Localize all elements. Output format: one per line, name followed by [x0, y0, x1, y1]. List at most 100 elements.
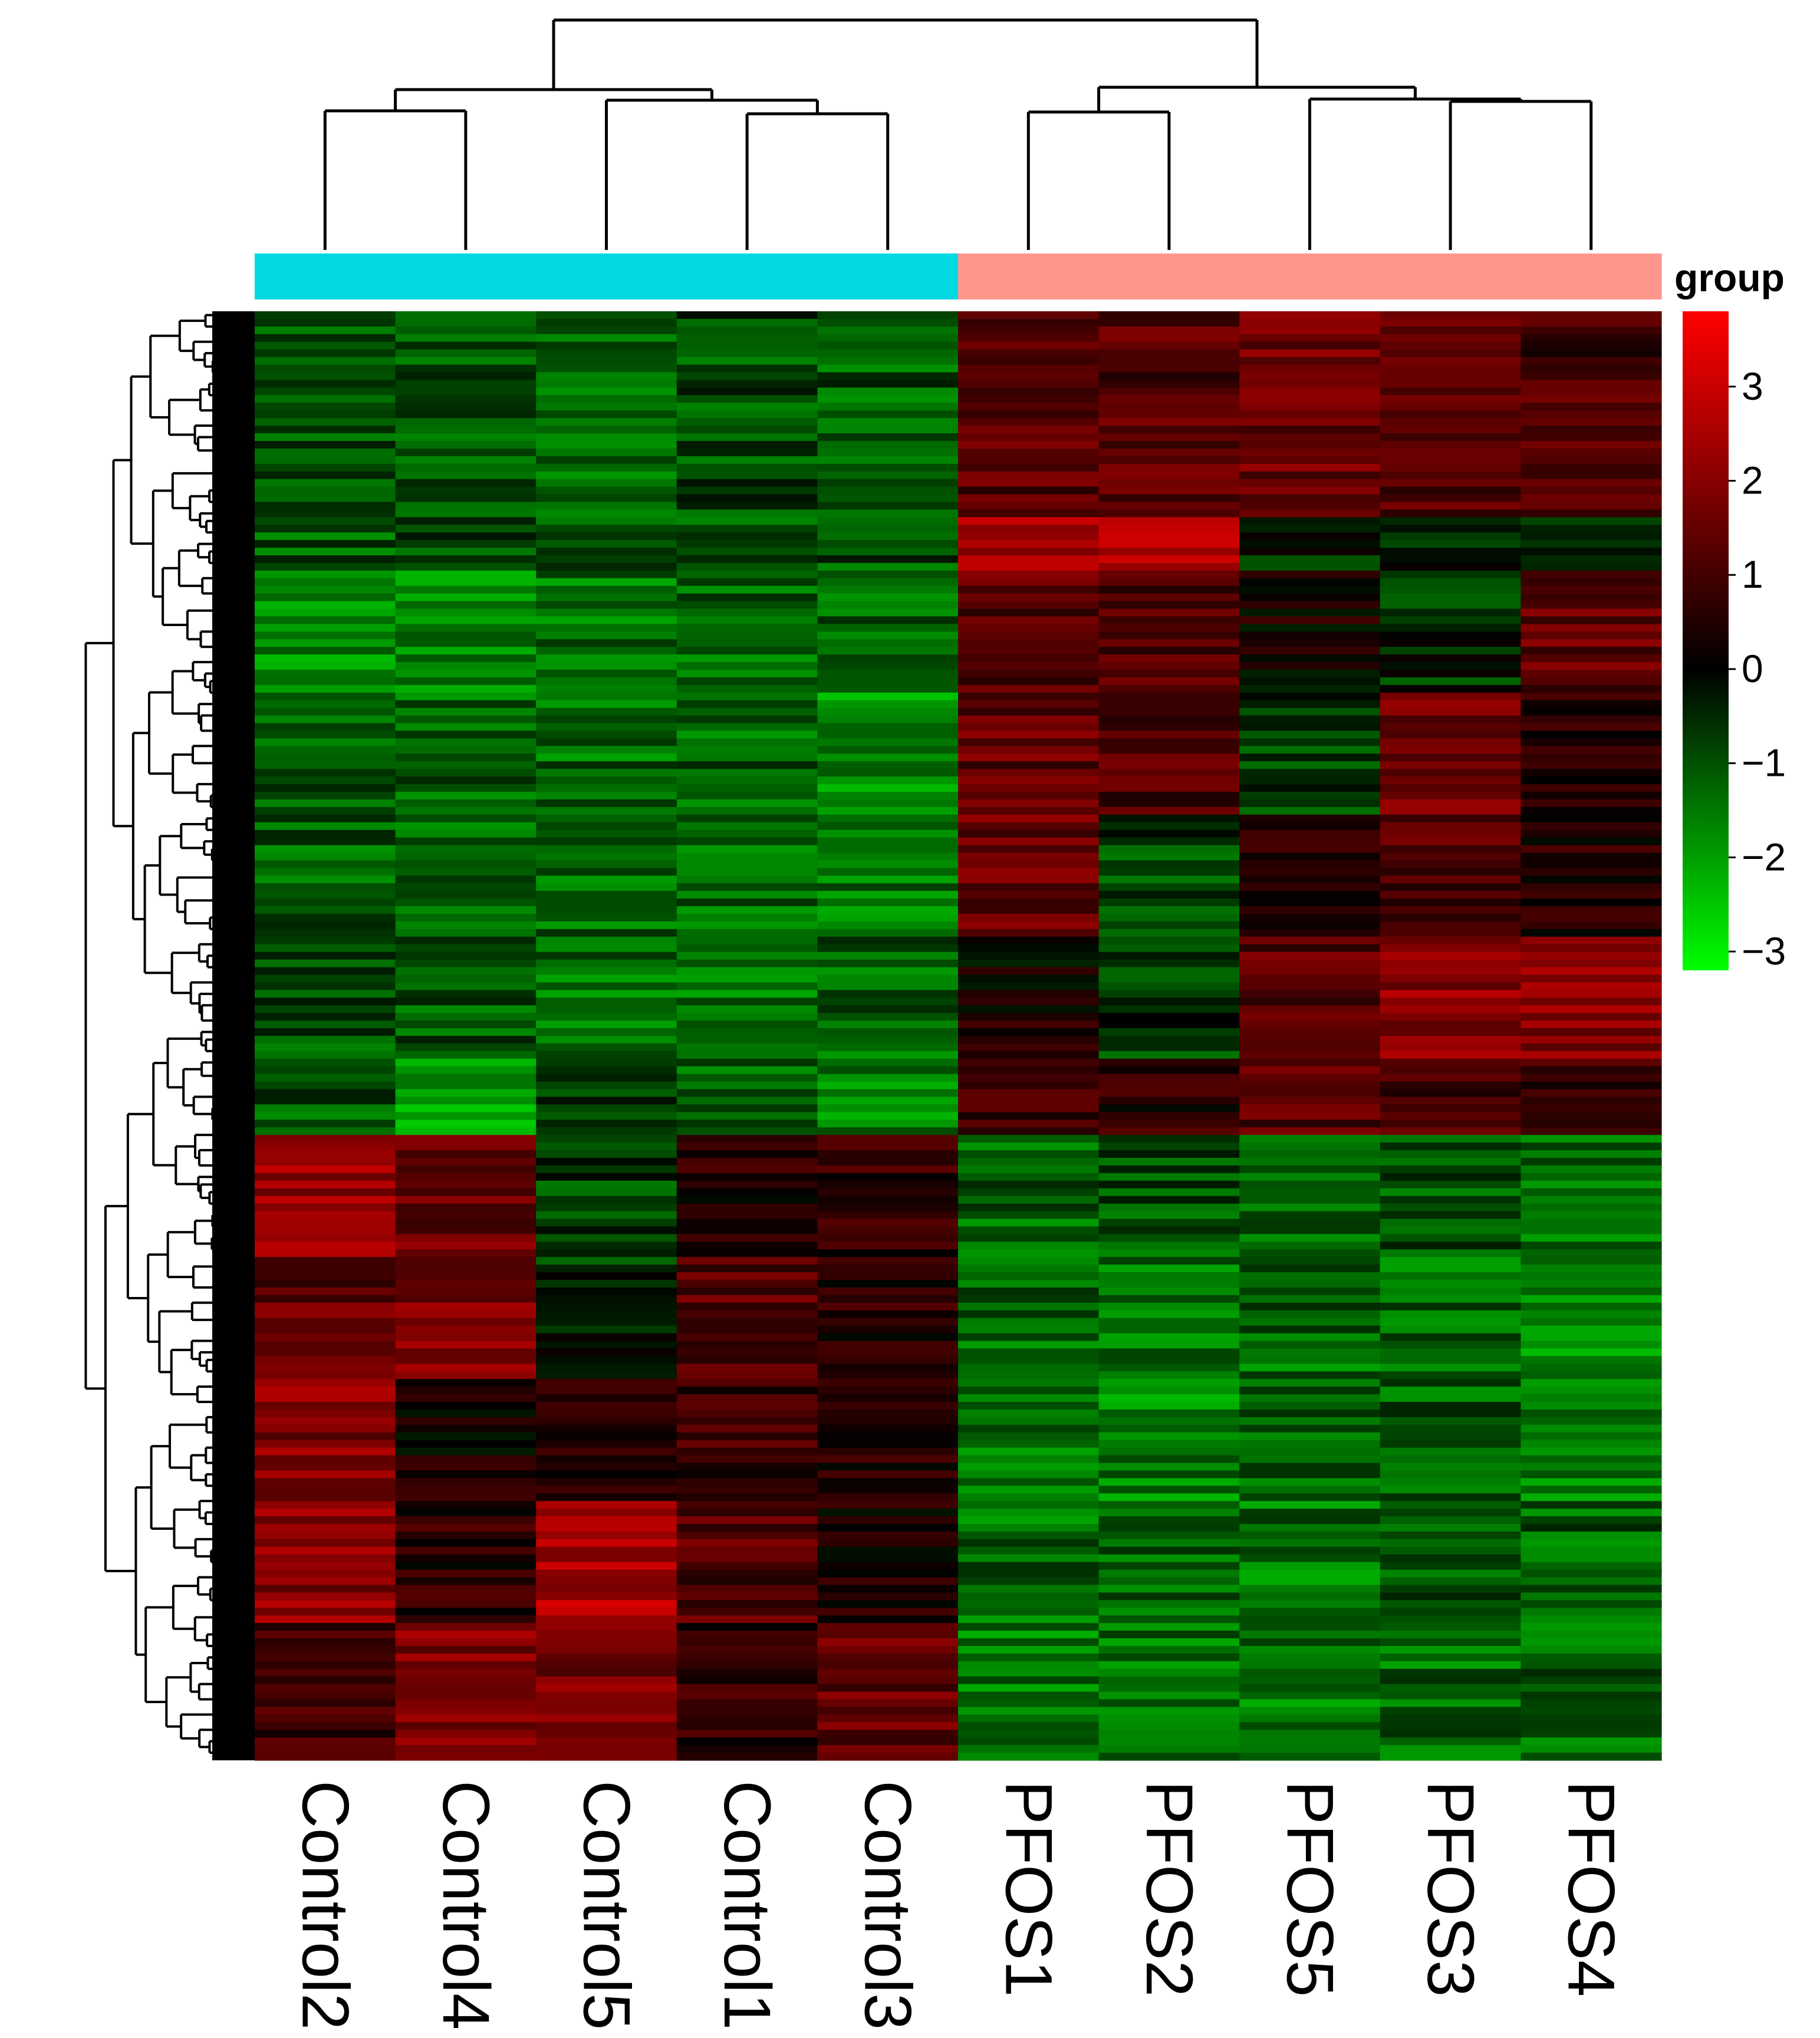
heatmap-cell: [536, 334, 677, 343]
heatmap-cell: [395, 624, 537, 632]
heatmap-cell: [395, 1341, 537, 1349]
heatmap-cell: [1520, 387, 1662, 396]
heatmap-cell: [1098, 540, 1240, 548]
heatmap-cell: [255, 670, 396, 678]
heatmap-cell: [1380, 1455, 1521, 1464]
heatmap-cell: [958, 700, 1100, 709]
heatmap-cell: [676, 1211, 818, 1220]
heatmap-cell: [817, 769, 959, 777]
heatmap-cell: [395, 1440, 537, 1448]
heatmap-cell: [1098, 1638, 1240, 1647]
heatmap-cell: [1098, 1554, 1240, 1563]
heatmap-cell: [1520, 357, 1662, 366]
heatmap-cell: [1520, 1577, 1662, 1586]
heatmap-cell: [1098, 1531, 1240, 1540]
heatmap-cell: [1380, 1234, 1521, 1242]
heatmap-cell: [255, 1455, 396, 1464]
heatmap-cell: [1239, 1097, 1381, 1105]
heatmap-cell: [1380, 463, 1521, 472]
heatmap-cell: [676, 1440, 818, 1448]
heatmap-cell: [958, 1020, 1100, 1029]
heatmap-cell: [395, 639, 537, 647]
heatmap-cell: [1239, 494, 1381, 503]
heatmap-cell: [1098, 1707, 1240, 1715]
heatmap-cell: [676, 1104, 818, 1112]
heatmap-cell: [536, 1478, 677, 1486]
heatmap-cell: [1380, 1257, 1521, 1265]
heatmap-cell: [1520, 799, 1662, 808]
heatmap-cell: [395, 1676, 537, 1685]
heatmap-cell: [1520, 1554, 1662, 1563]
heatmap-cell: [1239, 1279, 1381, 1288]
heatmap-cell: [255, 502, 396, 510]
heatmap-cell: [255, 1341, 396, 1349]
heatmap-cell: [958, 921, 1100, 930]
heatmap-cell: [1380, 631, 1521, 640]
heatmap-cell: [958, 1051, 1100, 1059]
heatmap-cell: [255, 631, 396, 640]
heatmap-cell: [395, 1409, 537, 1418]
heatmap-cell: [536, 1608, 677, 1616]
heatmap-cell: [817, 1013, 959, 1021]
heatmap-cell: [1239, 1318, 1381, 1326]
heatmap-cell: [1380, 1623, 1521, 1631]
heatmap-cells: [255, 311, 1662, 1761]
heatmap-cell: [1380, 692, 1521, 701]
heatmap-cell: [1239, 1730, 1381, 1738]
heatmap-cell: [1098, 974, 1240, 983]
heatmap-cell: [817, 1424, 959, 1433]
heatmap-cell: [395, 784, 537, 792]
heatmap-cell: [395, 1623, 537, 1631]
heatmap-cell: [817, 1020, 959, 1029]
heatmap-cell: [1380, 1486, 1521, 1494]
heatmap-cell: [255, 1333, 396, 1342]
heatmap-cell: [1380, 334, 1521, 343]
heatmap-cell: [676, 1157, 818, 1166]
heatmap-cell: [536, 585, 677, 594]
heatmap-cell: [1098, 1432, 1240, 1441]
heatmap-cell: [255, 1645, 396, 1654]
heatmap-cell: [958, 1401, 1100, 1410]
heatmap-cell: [676, 738, 818, 746]
heatmap-cell: [1239, 548, 1381, 556]
heatmap-cell: [1520, 1371, 1662, 1379]
heatmap-cell: [1098, 502, 1240, 510]
heatmap-cell: [1520, 1173, 1662, 1181]
heatmap-cell: [1380, 1631, 1521, 1639]
heatmap-cell: [1520, 364, 1662, 373]
heatmap-cell: [676, 395, 818, 403]
heatmap-cell: [676, 967, 818, 976]
heatmap-cell: [395, 1730, 537, 1738]
heatmap-cell: [1098, 1509, 1240, 1517]
heatmap-cell: [1520, 967, 1662, 976]
heatmap-cell: [817, 1730, 959, 1738]
heatmap-cell: [1239, 1554, 1381, 1563]
heatmap-cell: [536, 1333, 677, 1342]
heatmap-cell: [1239, 1577, 1381, 1586]
heatmap-cell: [817, 1699, 959, 1708]
heatmap-cell: [1520, 1196, 1662, 1204]
heatmap-cell: [255, 585, 396, 594]
heatmap-cell: [1520, 318, 1662, 327]
column-label: Control5: [570, 1780, 644, 2030]
heatmap-cell: [395, 532, 537, 541]
heatmap-cell: [536, 1302, 677, 1311]
heatmap-cell: [255, 1730, 396, 1738]
heatmap-cell: [676, 1295, 818, 1303]
heatmap-cell: [1380, 1196, 1521, 1204]
heatmap-cell: [1098, 433, 1240, 442]
heatmap-cell: [958, 806, 1100, 815]
heatmap-cell: [255, 883, 396, 891]
heatmap-cell: [1380, 1219, 1521, 1227]
heatmap-cell: [1380, 990, 1521, 998]
heatmap-cell: [676, 1242, 818, 1250]
heatmap-cell: [255, 1691, 396, 1700]
heatmap-cell: [395, 395, 537, 403]
heatmap-cell: [676, 1753, 818, 1761]
heatmap-cell: [536, 456, 677, 465]
heatmap-cell: [1098, 1753, 1240, 1761]
heatmap-cell: [536, 1265, 677, 1273]
heatmap-cell: [817, 1463, 959, 1471]
heatmap-cell: [1098, 1623, 1240, 1631]
group-annotation-bar: [255, 253, 1662, 299]
